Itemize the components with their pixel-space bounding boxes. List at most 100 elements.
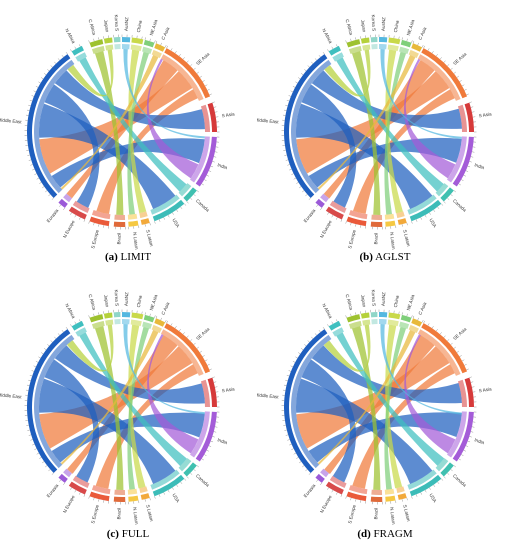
axis-tick [318,330,321,333]
region-label: N Africa [64,28,76,45]
chord-ribbon [352,364,455,489]
chord-ribbon [317,55,416,190]
region-inner-band [408,324,419,334]
chord-diagram: N Africa C Africa Japan Korea S AusNZ China NE… [257,289,492,525]
axis-tick [28,379,31,381]
region-label: Korea S [114,14,120,31]
axis-tick [345,496,347,499]
axis-tick [287,439,290,441]
axis-tick [288,370,291,372]
region-arc-india [452,136,474,187]
chord-ribbon [128,49,147,214]
region-label: Japan [360,294,367,308]
region-label: Canada [452,473,468,488]
region-label: SE Asia [195,51,211,66]
region-arc-s-europe [89,216,110,227]
axis-tick [431,326,434,329]
region-inner-band [127,488,138,495]
axis-tick [48,469,51,472]
region-inner-band [396,211,405,219]
axis-tick [166,320,168,324]
region-inner-band [408,49,419,59]
chord-ribbon [38,103,176,209]
region-inner-band [435,458,449,472]
chord-panel-aglst: N Africa C Africa Japan Korea S AusNZ China NE… [257,0,513,275]
axis-tick [179,54,181,57]
region-label: Eurasia [46,208,60,224]
axis-tick [462,84,465,87]
axis-tick [208,445,212,447]
axis-tick [340,494,343,497]
axis-tick [47,69,50,72]
axis-tick [467,165,471,168]
region-arc-japan [103,37,113,44]
region-inner-band [114,319,121,325]
region-inner-band [417,54,461,101]
axis-tick [32,168,35,171]
axis-tick [355,224,357,227]
region-inner-band [178,183,192,197]
region-inner-band [200,104,210,132]
axis-tick [48,194,51,197]
region-label: S Europe [347,504,357,524]
region-arc-middle-east [27,54,71,198]
chord-ribbon [385,324,403,489]
chord-ribbon [317,330,416,465]
axis-tick [439,332,442,335]
region-arc-se-asia [164,323,211,374]
axis-tick [26,384,30,386]
axis-tick [45,190,48,193]
axis-tick [355,37,357,40]
region-inner-band [379,44,387,50]
region-inner-band [130,319,142,327]
axis-tick [471,386,475,388]
region-label: S Asia [221,386,235,393]
axis-tick [38,356,41,359]
axis-tick [141,311,143,315]
region-inner-band [63,468,73,478]
axis-tick [88,496,90,499]
axis-tick [456,75,459,78]
axis-tick [70,49,72,52]
chord-ribbon [385,49,403,214]
axis-tick [54,336,57,339]
axis-tick [28,159,32,161]
axis-tick [292,86,296,88]
axis-tick [293,177,296,180]
region-inner-band [122,319,130,325]
axis-tick [298,352,301,355]
region-label: Eurasia [303,483,317,499]
chord-ribbon [296,103,433,209]
region-label: Brazil [373,233,378,245]
axis-tick [79,217,81,220]
chord-diagram: N Africa C Africa Japan Korea S AusNZ China NE… [0,289,235,525]
axis-tick [406,497,408,501]
chord-ribbon [79,332,187,467]
region-inner-band [151,324,162,334]
region-label: S Asia [478,386,492,393]
region-label: China [136,20,143,33]
axis-tick [450,469,453,472]
region-inner-band [348,484,368,495]
region-inner-band [362,44,371,51]
axis-tick [74,215,77,218]
caption-tag: (c) [106,528,119,540]
region-inner-band [105,319,114,326]
axis-tick [65,52,68,55]
axis-tick [164,320,167,323]
axis-tick [292,361,296,363]
region-label: USA [428,493,438,504]
region-inner-band [348,320,362,330]
axis-tick [433,484,436,487]
region-arc-s-latam [397,218,407,225]
region-inner-band [72,475,90,489]
region-inner-band [371,489,383,495]
axis-tick [289,168,292,171]
region-label: N Europe [62,219,76,239]
region-arc-japan [360,37,370,44]
region-arc-c-africa [89,314,104,323]
axis-tick [345,315,347,318]
region-inner-band [139,211,148,219]
axis-tick [207,364,210,366]
axis-tick [301,348,304,350]
